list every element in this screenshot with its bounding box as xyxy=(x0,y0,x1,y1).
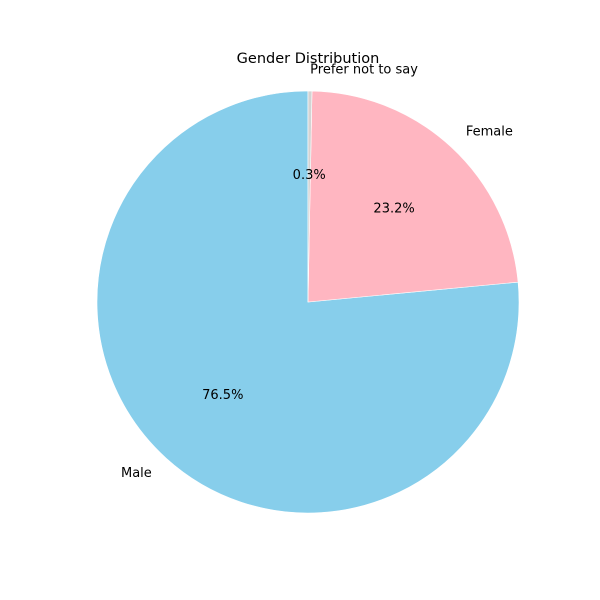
pct-label-prefer-not-to-say: 0.3% xyxy=(293,168,326,183)
pct-label-female: 23.2% xyxy=(373,202,414,217)
pct-label-male: 76.5% xyxy=(202,388,243,403)
pie-slice-prefer-not-to-say xyxy=(307,90,313,303)
slice-label-female: Female xyxy=(466,124,513,139)
pie-slice-male xyxy=(96,90,520,514)
slice-label-prefer-not-to-say: Prefer not to say xyxy=(310,62,418,77)
chart-title: Gender Distribution xyxy=(237,51,380,67)
pie-slice-female xyxy=(307,90,519,303)
slice-label-male: Male xyxy=(121,466,152,481)
pie-slices xyxy=(96,90,520,514)
pie-labels: Male 76.5% Female 23.2% Prefer not to say 0.3… xyxy=(121,62,513,481)
